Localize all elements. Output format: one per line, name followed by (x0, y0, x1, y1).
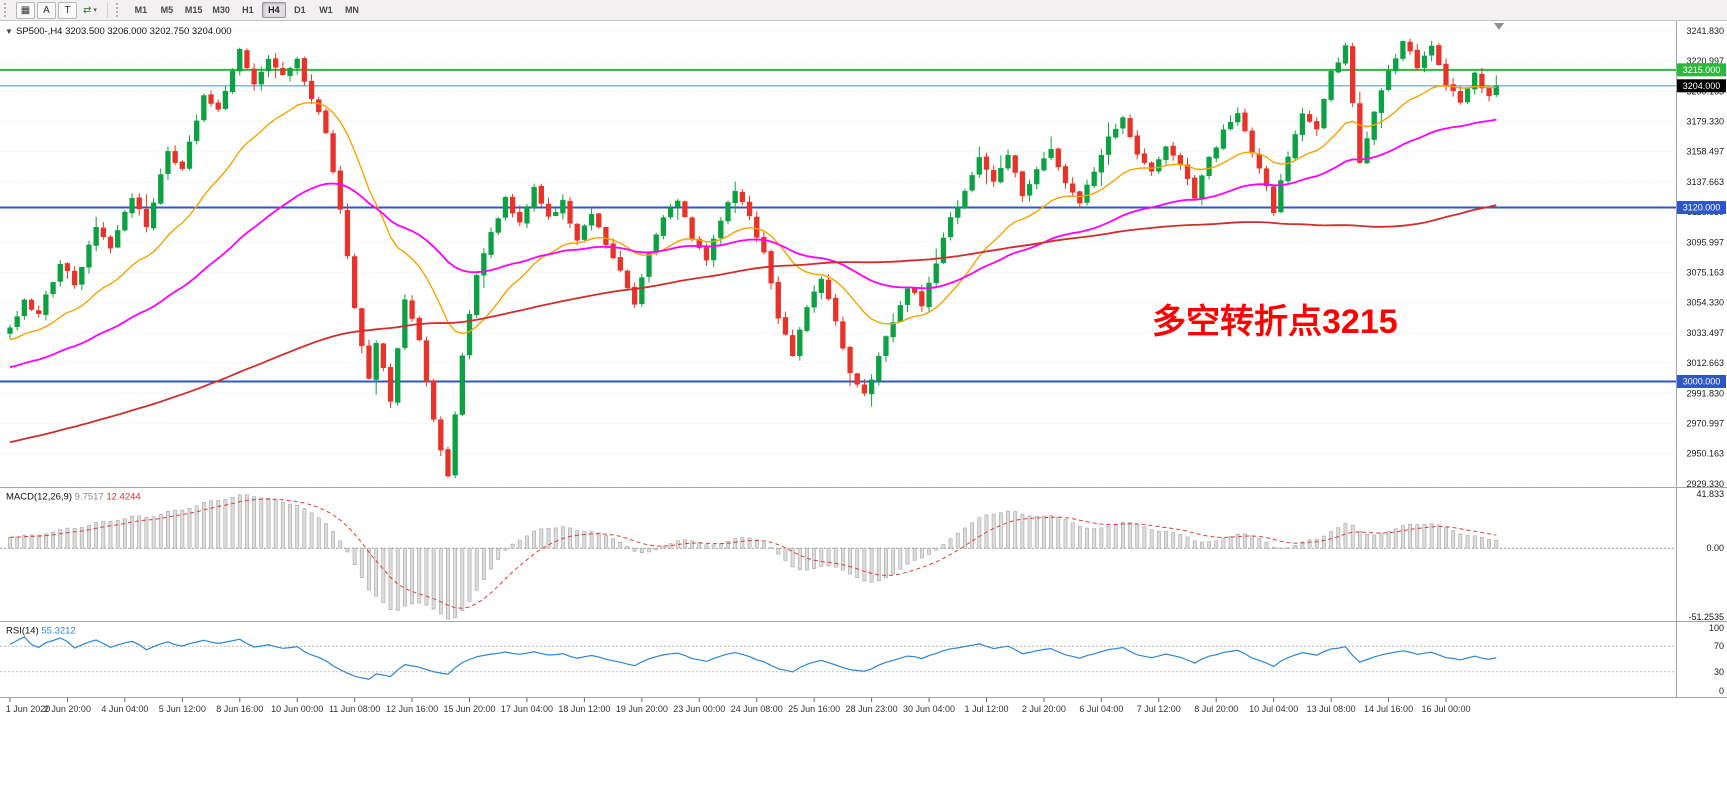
rsi-label: RSI(14) 55.3212 (6, 626, 76, 637)
insert-label-t-icon[interactable]: T (58, 1, 77, 19)
svg-text:14 Jul 16:00: 14 Jul 16:00 (1364, 704, 1413, 714)
svg-text:25 Jun 16:00: 25 Jun 16:00 (788, 704, 840, 714)
svg-text:3012.663: 3012.663 (1686, 358, 1724, 368)
svg-text:18 Jun 12:00: 18 Jun 12:00 (558, 704, 610, 714)
chevron-down-icon: ▾ (93, 7, 97, 14)
svg-text:70: 70 (1714, 641, 1724, 651)
macd-signal-line (9, 498, 1497, 609)
svg-text:100: 100 (1709, 623, 1724, 633)
svg-text:2 Jun 20:00: 2 Jun 20:00 (44, 704, 91, 714)
svg-text:15 Jun 20:00: 15 Jun 20:00 (443, 704, 495, 714)
macd-label: MACD(12,26,9) 9.7517 12.4244 (6, 492, 141, 503)
svg-text:6 Jul 04:00: 6 Jul 04:00 (1079, 704, 1123, 714)
panel-separators (0, 21, 1727, 698)
rsi-panel: 100 70 30 0 RSI(14) 55.3212 (0, 623, 1724, 696)
svg-text:-51.2535: -51.2535 (1688, 612, 1724, 622)
insert-text-a-icon[interactable]: A (37, 1, 56, 19)
svg-text:2970.997: 2970.997 (1686, 419, 1724, 429)
svg-text:10 Jun 00:00: 10 Jun 00:00 (271, 704, 323, 714)
chart-ohlc-readout: SP500-,H4 3203.500 3206.000 3202.750 320… (16, 26, 232, 37)
svg-text:3075.163: 3075.163 (1686, 268, 1724, 278)
svg-text:3033.497: 3033.497 (1686, 328, 1724, 338)
timeframe-m1[interactable]: M1 (129, 2, 153, 18)
svg-text:41.833: 41.833 (1696, 489, 1724, 499)
timeframe-toolbar-grip[interactable] (115, 3, 122, 17)
svg-text:23 Jun 00:00: 23 Jun 00:00 (673, 704, 725, 714)
timeframe-mn[interactable]: MN (340, 2, 364, 18)
candles-layer (7, 38, 1499, 479)
timeframe-w1[interactable]: W1 (314, 2, 338, 18)
svg-text:3179.330: 3179.330 (1686, 117, 1724, 127)
ma-fast-line (9, 85, 1497, 341)
svg-text:3137.663: 3137.663 (1686, 177, 1724, 187)
line-styles-icon: ⇄ (83, 4, 92, 16)
svg-text:8 Jun 16:00: 8 Jun 16:00 (216, 704, 263, 714)
line-styles-button[interactable]: ⇄ ▾ (79, 2, 101, 19)
chart-dropdown-icon[interactable]: ▼ (5, 27, 13, 36)
chart-background (0, 21, 1727, 787)
svg-text:16 Jul 00:00: 16 Jul 00:00 (1421, 704, 1470, 714)
svg-text:11 Jun 08:00: 11 Jun 08:00 (329, 704, 380, 714)
moving-averages (9, 85, 1497, 444)
price-axis-tags: 3215.000 3120.000 3000.000 3204.000 (1677, 63, 1726, 388)
svg-text:30: 30 (1714, 667, 1724, 677)
svg-text:2991.830: 2991.830 (1686, 388, 1724, 398)
svg-text:4 Jun 04:00: 4 Jun 04:00 (101, 704, 148, 714)
timeframe-m5[interactable]: M5 (155, 2, 179, 18)
svg-text:5 Jun 12:00: 5 Jun 12:00 (159, 704, 206, 714)
chart-title: ▼ SP500-,H4 3203.500 3206.000 3202.750 32… (5, 26, 232, 37)
main-grid (0, 30, 1676, 485)
svg-text:3158.497: 3158.497 (1686, 147, 1724, 157)
timeframe-m30[interactable]: M30 (208, 2, 234, 18)
rsi-plot-area[interactable] (0, 622, 1676, 698)
svg-text:24 Jun 08:00: 24 Jun 08:00 (731, 704, 783, 714)
svg-text:3095.997: 3095.997 (1686, 237, 1724, 247)
svg-text:30 Jun 04:00: 30 Jun 04:00 (903, 704, 955, 714)
svg-text:2 Jul 20:00: 2 Jul 20:00 (1022, 704, 1066, 714)
toolbar-grip[interactable] (4, 3, 10, 17)
svg-text:0: 0 (1719, 686, 1724, 696)
timeframe-d1[interactable]: D1 (288, 2, 312, 18)
main-chart-plot-area[interactable] (0, 21, 1676, 488)
chart-shift-marker[interactable] (1494, 23, 1504, 30)
svg-text:1 Jun 2020: 1 Jun 2020 (6, 704, 51, 714)
svg-text:3054.330: 3054.330 (1686, 298, 1724, 308)
timeframe-h1[interactable]: H1 (236, 2, 260, 18)
chart-canvas[interactable]: 多空转折点32153241.8303220.9973200.1633179.33… (0, 21, 1727, 787)
rsi-line (9, 636, 1497, 680)
svg-text:10 Jul 04:00: 10 Jul 04:00 (1249, 704, 1298, 714)
svg-text:8 Jul 20:00: 8 Jul 20:00 (1194, 704, 1238, 714)
top-toolbar: ▦ A T ⇄ ▾ M1 M5 M15 M30 H1 H4 D1 W1 MN (0, 0, 1727, 21)
price-axis-scale[interactable] (1676, 21, 1727, 698)
toolbar-separator (106, 2, 108, 18)
svg-text:3215.000: 3215.000 (1683, 65, 1721, 75)
svg-text:13 Jul 08:00: 13 Jul 08:00 (1307, 704, 1356, 714)
svg-text:2950.163: 2950.163 (1686, 449, 1724, 459)
svg-text:12 Jun 16:00: 12 Jun 16:00 (386, 704, 438, 714)
svg-text:28 Jun 23:00: 28 Jun 23:00 (846, 704, 898, 714)
svg-text:1 Jul 12:00: 1 Jul 12:00 (964, 704, 1008, 714)
chart-annotation: 多空转折点3215 (1152, 303, 1398, 341)
svg-text:0.00: 0.00 (1706, 543, 1724, 553)
svg-text:3220.997: 3220.997 (1686, 56, 1724, 66)
time-axis-scale[interactable] (0, 698, 1727, 719)
timeframe-h4[interactable]: H4 (261, 2, 286, 18)
timeframe-buttons: M1 M5 M15 M30 H1 H4 D1 W1 MN (128, 2, 365, 18)
svg-text:17 Jun 04:00: 17 Jun 04:00 (501, 704, 553, 714)
macd-panel: 41.833 0.00 -51.2535 MACD(12,26,9) 9.7517 1… (0, 489, 1724, 622)
svg-text:3241.830: 3241.830 (1686, 26, 1724, 36)
ma-slow-line (9, 204, 1497, 444)
ma-mid-line (9, 118, 1497, 369)
svg-text:19 Jun 20:00: 19 Jun 20:00 (616, 704, 668, 714)
svg-text:3000.000: 3000.000 (1683, 377, 1721, 387)
svg-text:3204.000: 3204.000 (1683, 81, 1721, 91)
svg-text:2929.330: 2929.330 (1686, 479, 1724, 489)
svg-text:7 Jul 12:00: 7 Jul 12:00 (1137, 704, 1181, 714)
timeframe-m15[interactable]: M15 (181, 2, 207, 18)
macd-plot-area[interactable] (0, 488, 1676, 622)
charts-grid-icon[interactable]: ▦ (16, 1, 35, 19)
svg-text:3120.000: 3120.000 (1683, 203, 1721, 213)
